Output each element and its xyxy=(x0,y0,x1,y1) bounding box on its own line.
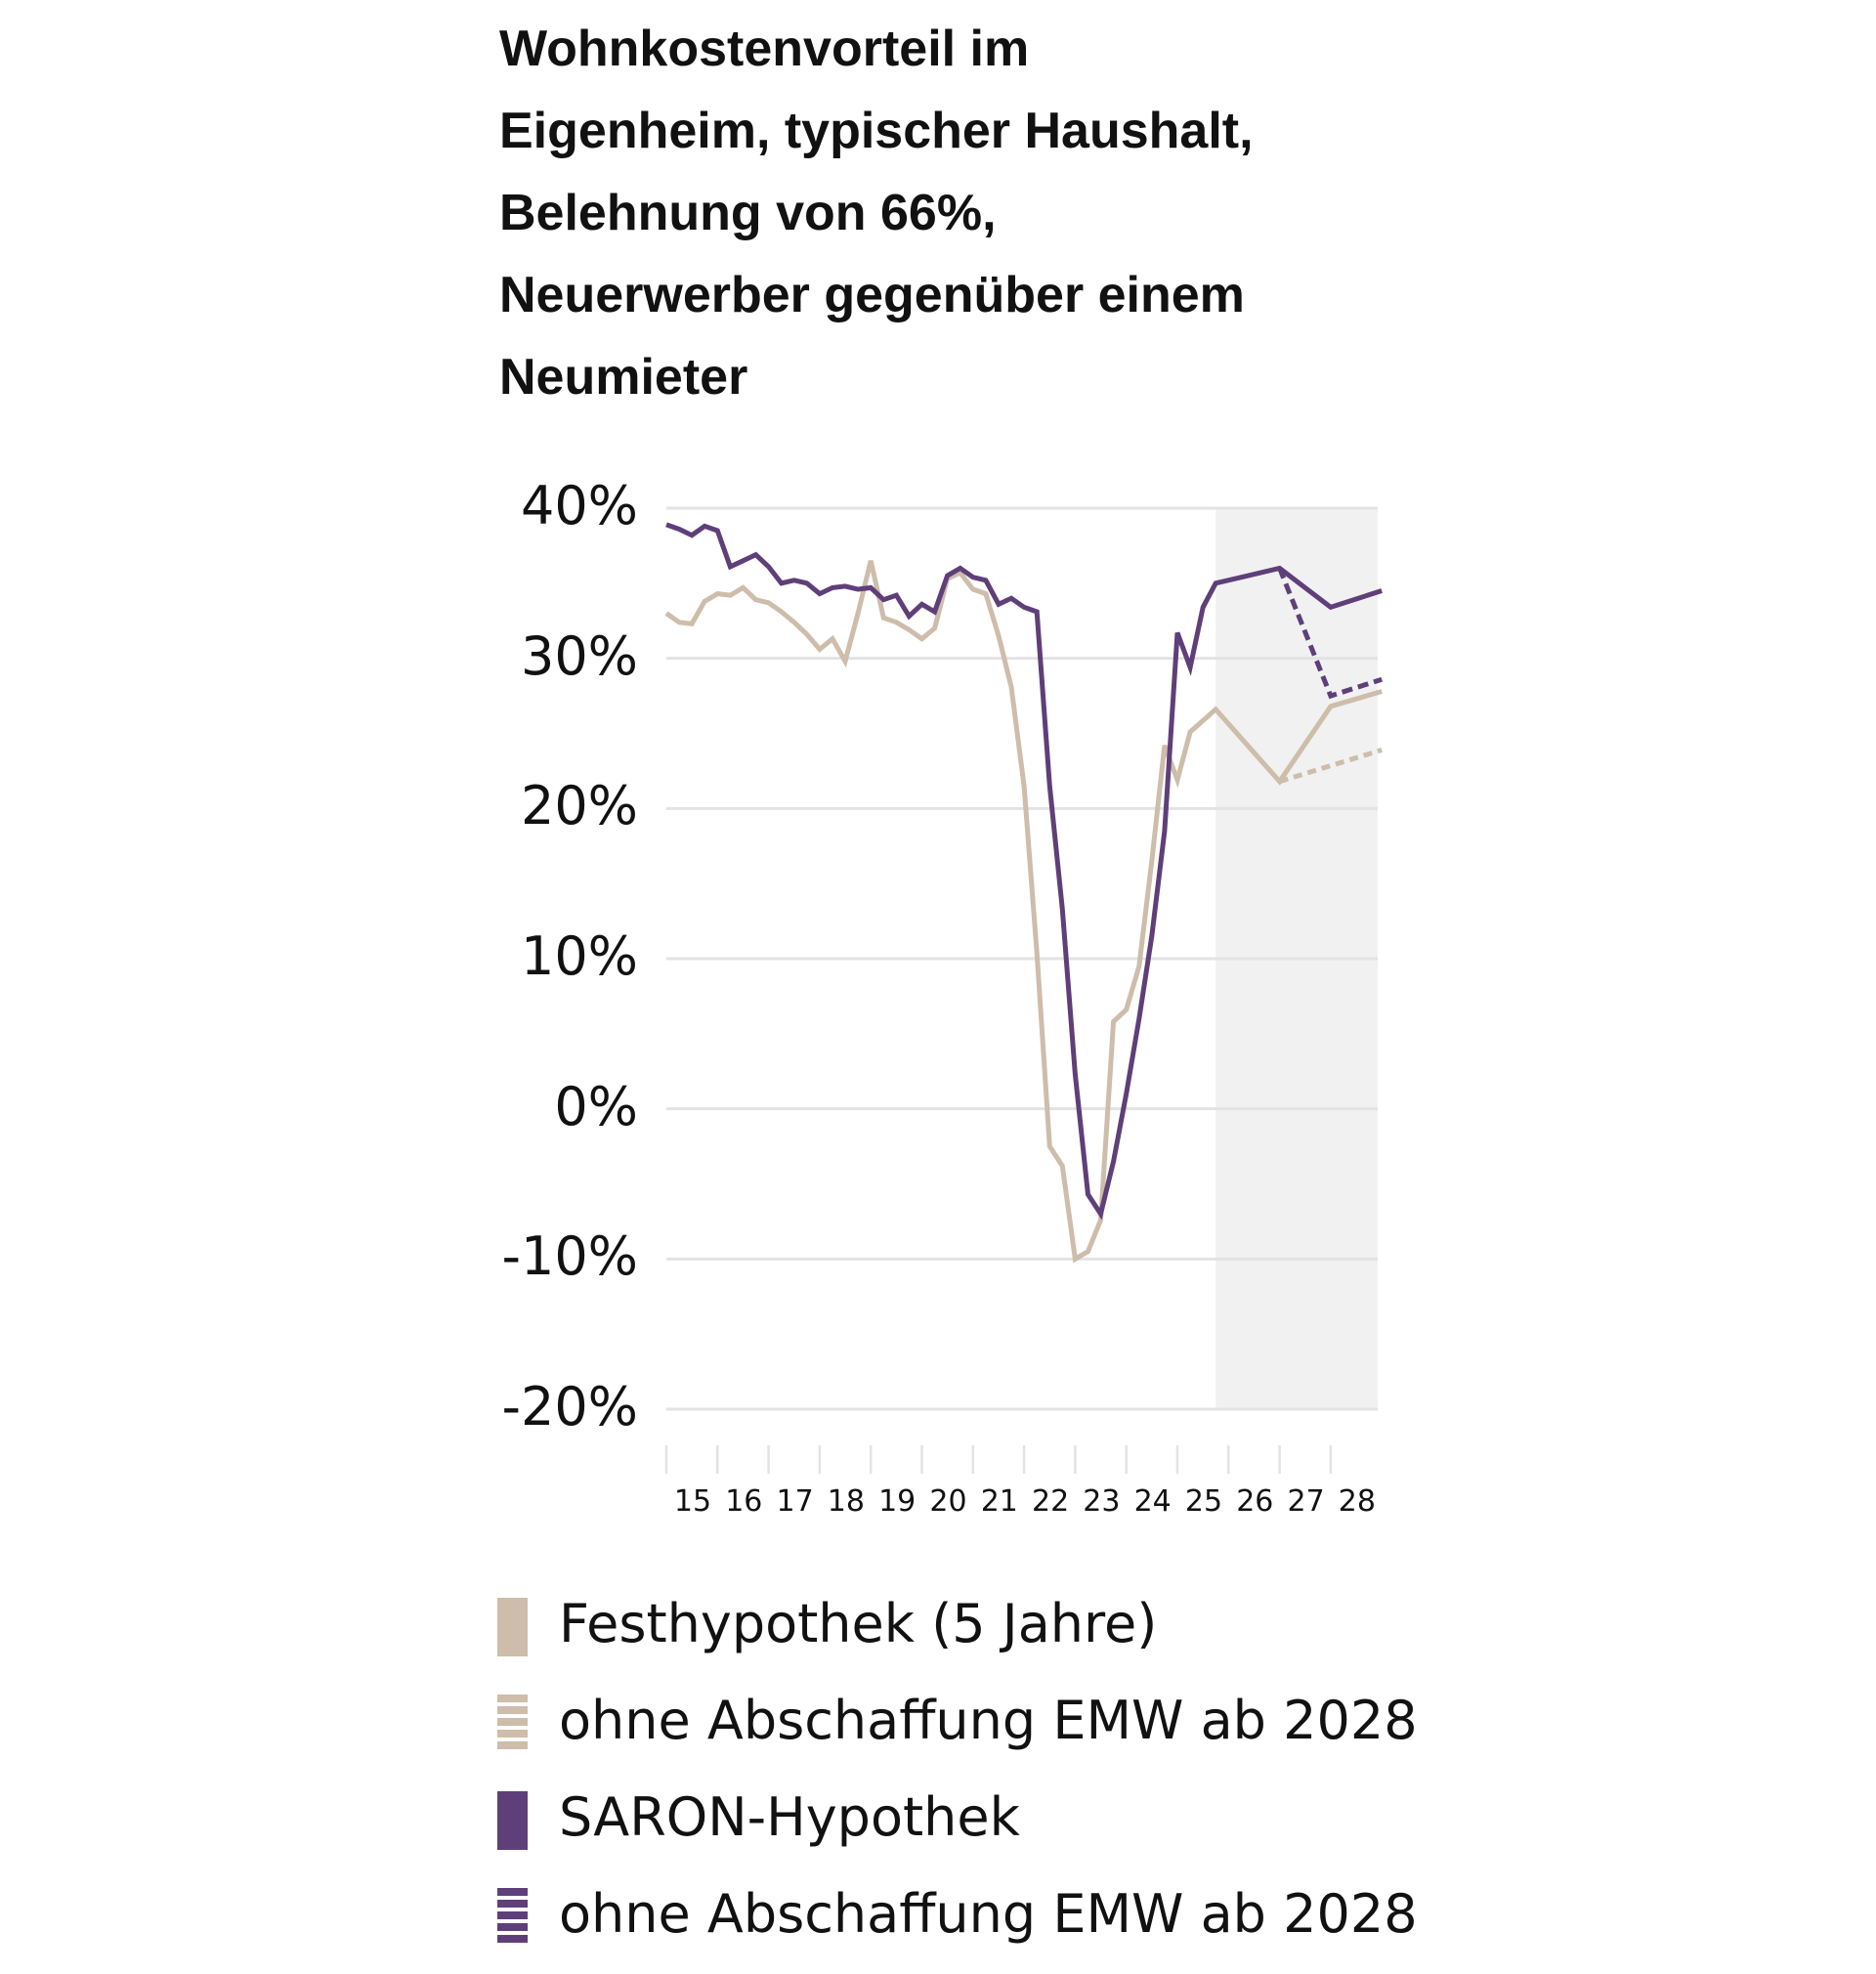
y-tick-label: 20% xyxy=(520,775,638,837)
x-tick-label: 21 xyxy=(980,1484,1018,1519)
y-tick-label: -10% xyxy=(501,1225,638,1288)
title-line-1: Wohnkostenvorteil im xyxy=(499,21,1030,77)
x-tick-label: 28 xyxy=(1338,1484,1376,1519)
title-line-4: Neuerwerber gegenüber einem xyxy=(499,267,1245,323)
legend-label: SARON-Hypothek xyxy=(559,1786,1020,1848)
x-tick-label: 25 xyxy=(1184,1484,1223,1519)
legend-label: ohne Abschaffung EMW ab 2028 xyxy=(559,1883,1418,1945)
y-tick-label: 40% xyxy=(520,475,638,536)
x-tick-label: 24 xyxy=(1133,1484,1172,1519)
y-tick-label: 0% xyxy=(554,1075,638,1137)
legend-swatch-striped-purple-icon xyxy=(497,1888,528,1947)
y-tick-label: 30% xyxy=(520,624,638,687)
x-tick-label: 20 xyxy=(929,1484,967,1519)
gridlines xyxy=(666,506,1378,1411)
x-tick-label: 19 xyxy=(878,1484,917,1519)
legend-swatch-solid-tan-icon xyxy=(497,1598,528,1656)
x-tick-label: 26 xyxy=(1236,1484,1274,1519)
x-tick-label: 17 xyxy=(776,1484,814,1519)
x-tick-label: 23 xyxy=(1083,1484,1121,1519)
series-line xyxy=(1278,748,1383,785)
x-tick-label: 15 xyxy=(673,1484,712,1519)
series-line xyxy=(664,560,1383,1264)
chart-title: Wohnkostenvorteil im Eigenheim, typische… xyxy=(499,8,1379,418)
title-line-2: Eigenheim, typischer Haushalt, xyxy=(499,103,1254,159)
x-axis-ticks xyxy=(664,1445,1333,1474)
x-tick-label: 16 xyxy=(725,1484,763,1519)
x-tick-label: 27 xyxy=(1287,1484,1325,1519)
y-tick-label: -20% xyxy=(501,1376,638,1438)
title-line-3: Belehnung von 66%, xyxy=(499,185,997,241)
series-line xyxy=(1277,567,1383,700)
series-line xyxy=(665,522,1383,1221)
x-tick-label: 18 xyxy=(827,1484,865,1519)
y-tick-label: 10% xyxy=(520,925,638,987)
series-lines xyxy=(664,522,1383,1264)
legend-label: ohne Abschaffung EMW ab 2028 xyxy=(559,1690,1418,1751)
legend-swatch-solid-purple-icon xyxy=(497,1791,528,1850)
title-line-5: Neumieter xyxy=(499,349,748,406)
legend-label: Festhypothek (5 Jahre) xyxy=(559,1593,1158,1654)
legend-swatch-striped-tan-icon xyxy=(497,1695,528,1753)
x-tick-label: 22 xyxy=(1032,1484,1070,1519)
